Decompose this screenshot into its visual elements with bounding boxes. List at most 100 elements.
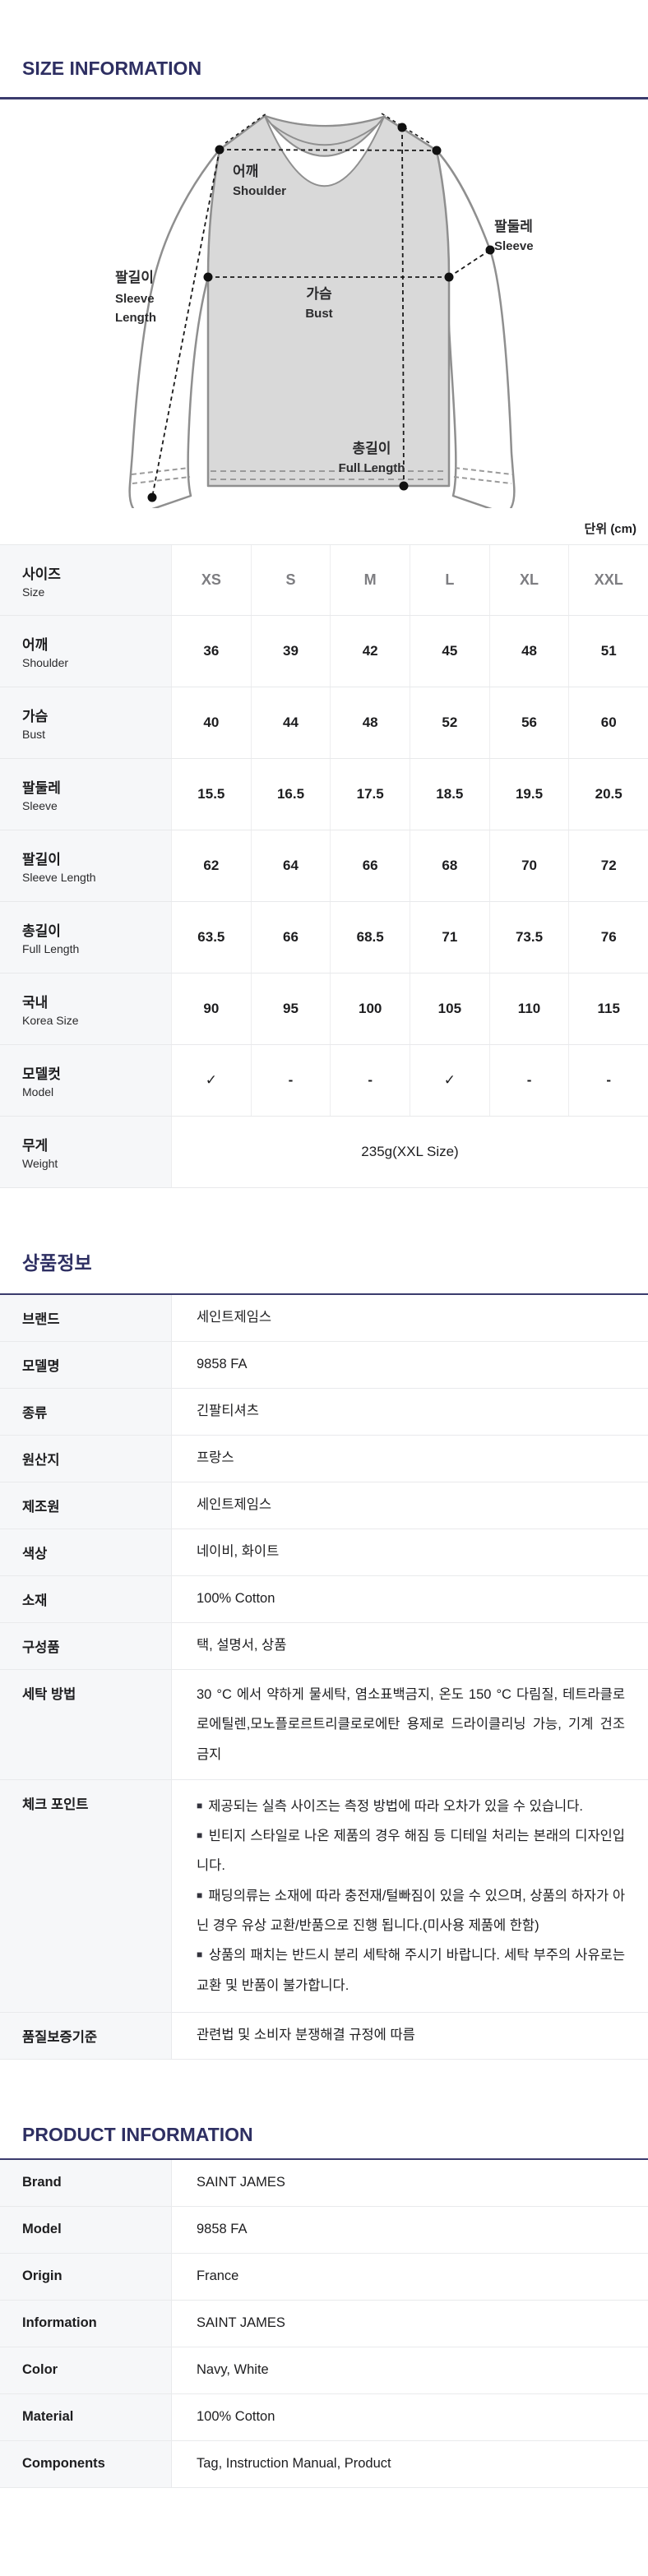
full-length-label-en: Full Length	[339, 461, 405, 475]
size-col-header: XS	[171, 545, 251, 615]
kv-row-origin: 원산지 프랑스	[0, 1436, 648, 1482]
size-cell: 20.5	[568, 759, 648, 830]
size-header-label: 사이즈 Size	[0, 545, 171, 615]
kv-row-warranty: 품질보증기준 관련법 및 소비자 분쟁해결 규정에 따름	[0, 2012, 648, 2060]
collar-band	[264, 115, 385, 187]
size-cell: 15.5	[171, 759, 251, 830]
kv-row-wash-method: 세탁 방법 30 °C 에서 약하게 물세탁, 염소표백금지, 온도 150 °…	[0, 1670, 648, 1780]
size-table-row-weight: 무게 Weight 235g(XXL Size)	[0, 1117, 648, 1188]
size-cell: 64	[250, 830, 331, 901]
sleeve-width-label-en: Sleeve	[494, 239, 534, 253]
size-cell: 48	[488, 616, 569, 687]
size-cell: 66	[250, 902, 331, 973]
check-point-item: ■ 패딩의류는 소재에 따라 충전재/털빠짐이 있을 수 있으며, 상품의 하자가…	[197, 1888, 625, 1934]
section-divider	[0, 97, 648, 99]
size-table-header-row: 사이즈 Size XS S M L XL XXL	[0, 545, 648, 616]
size-cell: 68	[410, 830, 489, 901]
size-cell: 60	[568, 687, 648, 758]
size-cell: 16.5	[250, 759, 331, 830]
unit-label: 단위 (cm)	[584, 522, 636, 536]
size-table-row-shoulder: 어깨 Shoulder 36 39 42 45 48 51	[0, 616, 648, 687]
left-cuff-stitch-lines	[131, 467, 191, 484]
size-table: 사이즈 Size XS S M L XL XXL 어깨 Shoulder 36 3…	[0, 544, 648, 1188]
sleeve-length-label-kr: 팔길이	[115, 270, 154, 285]
size-cell: 18.5	[410, 759, 489, 830]
bullet-square-icon: ■	[197, 1949, 203, 1961]
check-point-item: ■ 상품의 패치는 반드시 분리 세탁해 주시기 바랍니다. 세탁 부주의 사유로…	[197, 1948, 626, 1993]
size-col-header: S	[250, 545, 331, 615]
size-cell: 52	[410, 687, 489, 758]
full-length-label-kr: 총길이	[353, 441, 391, 456]
product-info-en-table: Brand SAINT JAMES Model 9858 FA Origin F…	[0, 2157, 648, 2488]
size-table-row-korea-size: 국내 Korea Size 90 95 100 105 110 115	[0, 974, 648, 1045]
size-col-header: L	[410, 545, 489, 615]
sleeve-width-label-kr: 팔둘레	[494, 219, 533, 234]
product-info-kr-title: 상품정보	[22, 1252, 92, 1274]
right-cuff-stitch-lines	[453, 467, 513, 484]
kv-row-origin-en: Origin France	[0, 2253, 648, 2301]
kv-row-type: 종류 긴팔티셔츠	[0, 1389, 648, 1436]
model-check-cell: -	[488, 1045, 569, 1116]
shirt-measurement-diagram: 어깨 Shoulder 팔둘레 Sleeve 팔길이 Sleeve Length…	[115, 113, 534, 508]
kv-row-components-en: Components Tag, Instruction Manual, Prod…	[0, 2440, 648, 2488]
check-point-item: ■ 제공되는 실측 사이즈는 측정 방법에 따라 오차가 있을 수 있습니다.	[197, 1798, 583, 1814]
size-cell: 56	[488, 687, 569, 758]
left-sleeve-shape	[128, 148, 221, 508]
size-cell: 95	[250, 974, 331, 1044]
size-cell: 76	[568, 902, 648, 973]
weight-value-cell: 235g(XXL Size)	[171, 1117, 648, 1187]
size-cell: 40	[171, 687, 251, 758]
size-cell: 51	[568, 616, 648, 687]
kv-row-model-en: Model 9858 FA	[0, 2206, 648, 2254]
kv-row-material-en: Material 100% Cotton	[0, 2393, 648, 2441]
kv-row-color: 색상 네이비, 화이트	[0, 1529, 648, 1576]
size-cell: 62	[171, 830, 251, 901]
size-cell: 71	[410, 902, 489, 973]
size-cell: 66	[330, 830, 410, 901]
bottom-spacer	[0, 2488, 648, 2529]
size-table-row-sleeve-length: 팔길이 Sleeve Length 62 64 66 68 70 72	[0, 830, 648, 902]
size-cell: 110	[488, 974, 569, 1044]
size-cell: 42	[330, 616, 410, 687]
bust-label-kr: 가슴	[306, 286, 332, 302]
model-check-cell: -	[330, 1045, 410, 1116]
sleeve-length-label-en2: Length	[115, 311, 156, 325]
size-cell: 36	[171, 616, 251, 687]
sleeve-width-measure-line	[448, 249, 491, 278]
size-cell: 48	[330, 687, 410, 758]
size-cell: 90	[171, 974, 251, 1044]
kv-row-brand-en: Brand SAINT JAMES	[0, 2159, 648, 2207]
measure-dots	[147, 123, 495, 502]
size-cell: 68.5	[330, 902, 410, 973]
size-col-header: XXL	[568, 545, 648, 615]
size-cell: 19.5	[488, 759, 569, 830]
kv-row-color-en: Color Navy, White	[0, 2347, 648, 2394]
model-check-cell: -	[568, 1045, 648, 1116]
size-cell: 100	[330, 974, 410, 1044]
product-info-en-title: PRODUCT INFORMATION	[22, 2123, 253, 2145]
full-length-measure-line	[401, 127, 405, 487]
size-information-title: SIZE INFORMATION	[22, 58, 202, 79]
check-point-item: ■ 빈티지 스타일로 나온 제품의 경우 해짐 등 디테일 처리는 본래의 디자인…	[197, 1829, 625, 1874]
kv-row-manufacturer: 제조원 세인트제임스	[0, 1482, 648, 1529]
kv-row-model: 모델명 9858 FA	[0, 1342, 648, 1389]
kv-row-components: 구성품 택, 설명서, 상품	[0, 1623, 648, 1670]
size-cell: 70	[488, 830, 569, 901]
collar-seam-line	[271, 123, 378, 146]
sleeve-length-label-en1: Sleeve	[115, 292, 155, 306]
size-cell: 45	[410, 616, 489, 687]
size-cell: 39	[250, 616, 331, 687]
kv-row-information-en: Information SAINT JAMES	[0, 2300, 648, 2347]
bullet-square-icon: ■	[197, 1889, 203, 1901]
kv-row-check-point: 체크 포인트 ■ 제공되는 실측 사이즈는 측정 방법에 따라 오차가 있을 수 …	[0, 1779, 648, 2013]
bullet-square-icon: ■	[197, 1799, 203, 1811]
size-cell: 115	[568, 974, 648, 1044]
model-check-cell: ✓	[410, 1045, 489, 1116]
shoulder-label-kr: 어깨	[233, 164, 258, 179]
size-table-row-sleeve: 팔둘레 Sleeve 15.5 16.5 17.5 18.5 19.5 20.5	[0, 759, 648, 830]
size-cell: 72	[568, 830, 648, 901]
size-table-row-model: 모델컷 Model ✓ - - ✓ - -	[0, 1045, 648, 1117]
size-cell: 105	[410, 974, 489, 1044]
size-cell: 44	[250, 687, 331, 758]
